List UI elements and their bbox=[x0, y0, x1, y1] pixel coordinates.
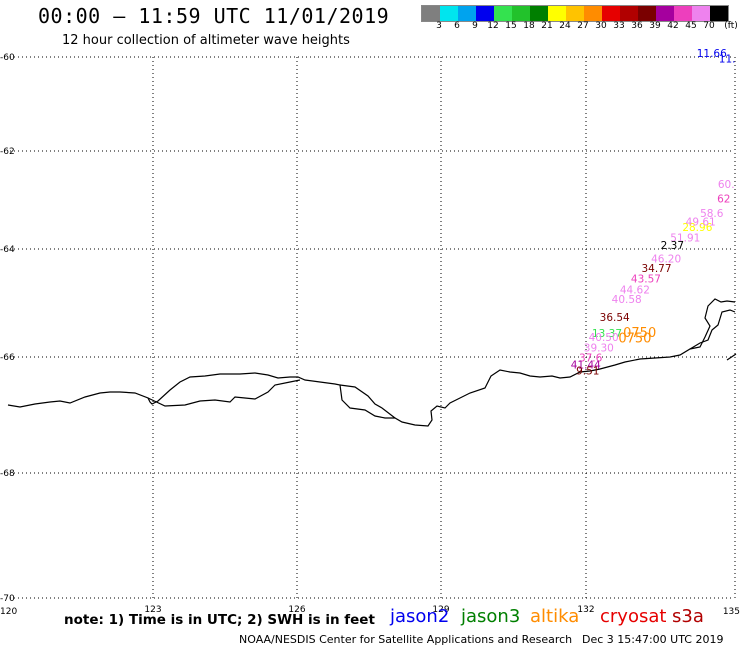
wave-height-label: 11.66 bbox=[697, 48, 727, 60]
page-title: 00:00 – 11:59 UTC 11/01/2019 bbox=[38, 4, 390, 28]
longitude-tick-label: 126 bbox=[288, 605, 305, 615]
color-scale-legend bbox=[421, 5, 729, 22]
wave-height-label: 2.37 bbox=[661, 240, 684, 252]
wave-height-label: 41.44 bbox=[571, 360, 601, 372]
color-scale-labels: 3 6 9 12 15 18 21 24 27 30 33 36 39 42 45 70 (ft) bbox=[421, 21, 740, 33]
antarctic-coastline bbox=[7, 298, 736, 427]
wave-height-label: 34.77 bbox=[641, 263, 671, 275]
satellite-name-cryosat: cryosat bbox=[600, 606, 667, 627]
legend-swatch bbox=[422, 6, 440, 21]
legend-swatch bbox=[638, 6, 656, 21]
longitude-tick-label: 120 bbox=[0, 607, 17, 617]
legend-label: 27 bbox=[577, 21, 589, 31]
wave-height-label: 11. bbox=[719, 54, 736, 66]
legend-swatch bbox=[458, 6, 476, 21]
legend-label: 42 bbox=[667, 21, 679, 31]
wave-height-label: 0750 bbox=[618, 331, 651, 346]
wave-height-label: 44.62 bbox=[620, 284, 650, 296]
axis-labels: 120 123 126 129 132 135 -60 -62 -64 -66 -68 -70 bbox=[0, 53, 740, 617]
coastline-inlet bbox=[147, 379, 301, 407]
coastline-inlet bbox=[339, 384, 396, 419]
wave-height-label: 0750 bbox=[623, 326, 656, 341]
wave-height-label: 39.30 bbox=[584, 343, 614, 355]
credit-text: NOAA/NESDIS Center for Satellite Applica… bbox=[239, 633, 573, 646]
legend-label: 9 bbox=[472, 21, 478, 31]
legend-swatch bbox=[602, 6, 620, 21]
latitude-tick-label: -70 bbox=[0, 594, 15, 604]
legend-swatch bbox=[440, 6, 458, 21]
map-grid bbox=[10, 56, 736, 599]
legend-swatch bbox=[566, 6, 584, 21]
latitude-tick-label: -64 bbox=[0, 245, 15, 255]
longitude-tick-label: 135 bbox=[723, 607, 740, 617]
wave-height-label: 46.20 bbox=[651, 254, 681, 266]
legend-label: 45 bbox=[685, 21, 697, 31]
legend-swatch bbox=[512, 6, 530, 21]
legend-label: 3 bbox=[436, 21, 442, 31]
coastline-east bbox=[689, 309, 736, 350]
legend-label: 39 bbox=[649, 21, 661, 31]
legend-swatch bbox=[548, 6, 566, 21]
legend-swatch bbox=[674, 6, 692, 21]
page-subtitle: 12 hour collection of altimeter wave hei… bbox=[62, 33, 350, 48]
latitude-tick-label: -60 bbox=[0, 53, 15, 63]
legend-swatch bbox=[656, 6, 674, 21]
legend-label: 33 bbox=[613, 21, 625, 31]
legend-label: 24 bbox=[559, 21, 571, 31]
legend-label: 36 bbox=[631, 21, 643, 31]
legend-label: 18 bbox=[523, 21, 535, 31]
wave-height-label: 62 bbox=[717, 193, 730, 205]
wave-height-label: 36.54 bbox=[600, 312, 630, 324]
note-text: note: 1) Time is in UTC; 2) SWH is in fe… bbox=[64, 612, 375, 628]
legend-swatch bbox=[710, 6, 728, 21]
wave-height-label: 51.91 bbox=[670, 233, 700, 245]
wave-height-label: 37.6 bbox=[579, 353, 603, 365]
legend-label: 15 bbox=[505, 21, 517, 31]
wave-height-label: 60. bbox=[718, 179, 735, 191]
legend-label: 70 bbox=[703, 21, 715, 31]
latitude-tick-label: -66 bbox=[0, 353, 15, 363]
wave-height-label: 43.57 bbox=[631, 273, 661, 285]
legend-label: 12 bbox=[487, 21, 499, 31]
coastline-east-edge bbox=[726, 353, 737, 361]
legend-label: 21 bbox=[541, 21, 553, 31]
satellite-name-jason2: jason2 bbox=[390, 606, 450, 627]
wave-height-label: 40.58 bbox=[612, 294, 642, 306]
wave-height-label: 9.51 bbox=[576, 365, 599, 377]
legend-label: (ft) bbox=[724, 21, 738, 31]
satellite-name-jason3: jason3 bbox=[461, 606, 521, 627]
longitude-tick-label: 123 bbox=[144, 605, 161, 615]
legend-swatch bbox=[692, 6, 710, 21]
satellite-name-s3a: s3a bbox=[672, 606, 704, 627]
legend-swatch bbox=[530, 6, 548, 21]
wave-height-label: 58.6 bbox=[700, 208, 724, 220]
legend-label: 30 bbox=[595, 21, 607, 31]
legend-swatch bbox=[476, 6, 494, 21]
satellite-name-altika: altika bbox=[530, 606, 580, 627]
wave-height-label: 49.61 bbox=[686, 216, 716, 228]
wave-height-label: 13.37 bbox=[592, 328, 622, 340]
legend-swatch bbox=[494, 6, 512, 21]
wave-height-label: 28.96 bbox=[682, 222, 712, 234]
legend-label: 6 bbox=[454, 21, 460, 31]
longitude-tick-label: 132 bbox=[577, 605, 594, 615]
latitude-tick-label: -62 bbox=[0, 147, 15, 157]
timestamp-text: Dec 3 15:47:00 UTC 2019 bbox=[582, 633, 724, 646]
wave-height-label: 40.50 bbox=[589, 332, 619, 344]
latitude-tick-label: -68 bbox=[0, 469, 15, 479]
legend-swatch bbox=[620, 6, 638, 21]
legend-swatch bbox=[584, 6, 602, 21]
longitude-tick-label: 129 bbox=[432, 605, 449, 615]
